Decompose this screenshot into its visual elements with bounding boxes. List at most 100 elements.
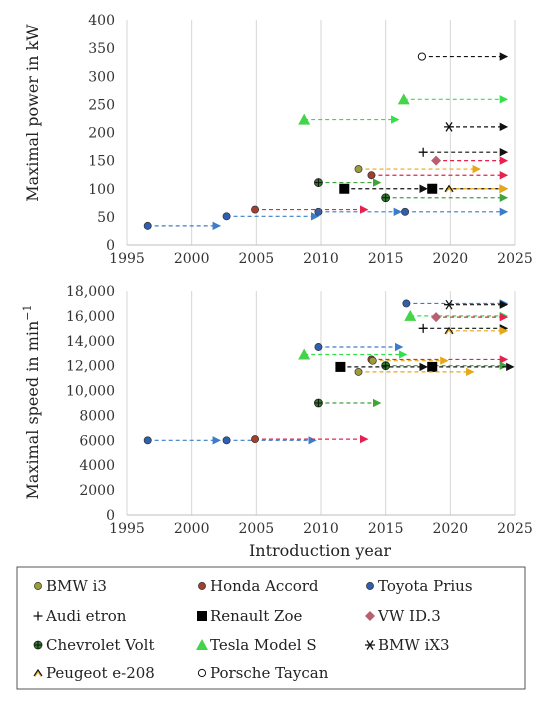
- point-toyota-prius-1: [222, 436, 231, 445]
- y-tick-power-100: 100: [88, 182, 115, 198]
- x-tick-power-2000: 2000: [174, 251, 210, 267]
- legend-item-honda-accord: Honda Accord: [198, 577, 319, 595]
- series-power-porsche-taycan: [417, 52, 509, 61]
- x-tick-speed-2020: 2020: [433, 521, 469, 537]
- legend-marker-tesla-model-s-shape: [196, 639, 208, 650]
- point-bmw-i3-0: [354, 367, 363, 376]
- y-tick-speed-12-000: 12,000: [66, 359, 115, 375]
- legend-item-porsche-taycan: Porsche Taycan: [197, 664, 329, 682]
- legend-marker-peugeot-e-208: [33, 668, 43, 677]
- legend-label-renault-zoe: Renault Zoe: [210, 607, 302, 625]
- y-tick-power-300: 300: [88, 69, 115, 85]
- legend-marker-renault-zoe: [197, 611, 207, 621]
- series-speed-honda-accord: [251, 355, 509, 444]
- legend-marker-tesla-model-s: [196, 639, 208, 650]
- point-peugeot-e-208-0-shape: [444, 326, 454, 335]
- power-chart: Maximal power in kW 1995 2000 2005 2010 2015…: [23, 13, 533, 267]
- series-speed-bmw-i3: [354, 356, 475, 377]
- series-speed-audi-etron: [418, 323, 509, 333]
- point-toyota-prius-3-shape: [401, 207, 410, 216]
- point-renault-zoe-0-shape: [339, 183, 350, 194]
- x-tick-speed-1995: 1995: [109, 521, 145, 537]
- series-power-audi-etron: [418, 147, 509, 157]
- legend-marker-vw-id-3-shape: [365, 611, 375, 621]
- point-chevrolet-volt-1-cross: [381, 361, 390, 370]
- x-axis-title: Introduction year: [249, 541, 391, 560]
- y-tick-power-200: 200: [88, 126, 115, 142]
- point-tesla-model-s-1: [397, 93, 410, 105]
- legend-marker-bmw-ix3-shape: [365, 640, 375, 650]
- y-tick-speed-14-000: 14,000: [66, 334, 115, 350]
- series-speed-peugeot-e-208: [444, 326, 509, 336]
- point-renault-zoe-1-shape: [427, 361, 438, 372]
- point-peugeot-e-208-0: [444, 184, 454, 193]
- point-honda-accord-0-shape: [251, 435, 259, 444]
- point-toyota-prius-2-shape: [314, 343, 323, 351]
- y-tick-speed-0: 0: [106, 508, 115, 524]
- series-power-honda-accord: [251, 171, 509, 214]
- point-bmw-i3-1: [368, 356, 377, 365]
- point-bmw-ix3-0-shape: [444, 122, 455, 132]
- point-toyota-prius-0: [143, 436, 152, 445]
- legend-label-bmw-ix3: BMW iX3: [378, 636, 450, 654]
- point-chevrolet-volt-0: [314, 178, 323, 187]
- point-audi-etron-0: [418, 147, 428, 157]
- point-peugeot-e-208-0-shape: [444, 184, 454, 193]
- point-tesla-model-s-0: [298, 113, 311, 125]
- power-y-axis-title: Maximal power in kW: [23, 24, 42, 202]
- point-honda-accord-1: [367, 171, 376, 180]
- legend-label-vw-id-3: VW ID.3: [377, 607, 441, 625]
- legend-item-audi-etron: Audi etron: [33, 607, 127, 625]
- legend-marker-audi-etron-shape: [33, 611, 43, 621]
- x-tick-speed-2000: 2000: [174, 521, 210, 537]
- legend-marker-toyota-prius: [366, 582, 374, 590]
- y-tick-power-50: 50: [97, 210, 115, 226]
- point-tesla-model-s-1-shape: [404, 309, 417, 321]
- legend-item-tesla-model-s: Tesla Model S: [196, 636, 317, 654]
- point-vw-id-3-0: [431, 155, 442, 166]
- legend-marker-chevrolet-volt-cross: [34, 641, 42, 649]
- speed-chart: Maximal speed in min−1 Introduction year…: [21, 284, 533, 560]
- legend-marker-bmw-ix3: [365, 640, 375, 650]
- x-tick-speed-2005: 2005: [239, 521, 275, 537]
- legend-label-peugeot-e-208: Peugeot e-208: [46, 664, 155, 682]
- y-tick-speed-4000: 4000: [79, 458, 115, 474]
- series-speed-chevrolet-volt: [314, 361, 509, 408]
- legend-label-honda-accord: Honda Accord: [210, 577, 319, 595]
- legend-item-toyota-prius: Toyota Prius: [366, 577, 473, 595]
- legend-marker-bmw-i3: [34, 582, 42, 590]
- x-tick-speed-2015: 2015: [368, 521, 404, 537]
- point-tesla-model-s-0: [298, 348, 311, 360]
- point-tesla-model-s-1-shape: [397, 93, 410, 105]
- point-renault-zoe-0: [335, 361, 346, 372]
- legend-label-toyota-prius: Toyota Prius: [378, 577, 473, 595]
- legend-label-chevrolet-volt: Chevrolet Volt: [46, 636, 154, 654]
- series-speed-tesla-model-s: [298, 309, 509, 360]
- point-peugeot-e-208-0: [444, 326, 454, 335]
- series-power-vw-id-3: [431, 155, 509, 166]
- speed-y-axis-title: Maximal speed in min−1: [21, 304, 42, 499]
- point-audi-etron-0: [418, 323, 428, 333]
- series-power-chevrolet-volt: [314, 178, 509, 203]
- speed-y-axis-title-text: Maximal speed in min: [23, 321, 42, 500]
- legend-marker-porsche-taycan-shape: [197, 668, 207, 678]
- legend-marker-bmw-i3-shape: [34, 582, 42, 590]
- y-tick-power-400: 400: [88, 13, 115, 29]
- legend-item-vw-id-3: VW ID.3: [365, 607, 441, 625]
- legend-marker-honda-accord-shape: [198, 582, 206, 590]
- point-honda-accord-1-shape: [367, 171, 376, 180]
- point-renault-zoe-0: [339, 183, 350, 194]
- point-honda-accord-0: [251, 205, 259, 214]
- point-toyota-prius-3-shape: [402, 299, 411, 308]
- legend-marker-porsche-taycan: [197, 668, 207, 678]
- series-power-bmw-ix3: [444, 122, 509, 132]
- x-tick-power-2015: 2015: [368, 251, 404, 267]
- legend-item-chevrolet-volt: Chevrolet Volt: [33, 636, 154, 654]
- legend-marker-toyota-prius-shape: [366, 582, 374, 590]
- point-vw-id-3-0: [431, 312, 442, 323]
- x-tick-power-2005: 2005: [239, 251, 275, 267]
- y-tick-power-150: 150: [88, 154, 115, 170]
- point-bmw-ix3-0: [444, 122, 455, 132]
- legend-label-tesla-model-s: Tesla Model S: [210, 636, 317, 654]
- series-speed-renault-zoe: [335, 361, 515, 372]
